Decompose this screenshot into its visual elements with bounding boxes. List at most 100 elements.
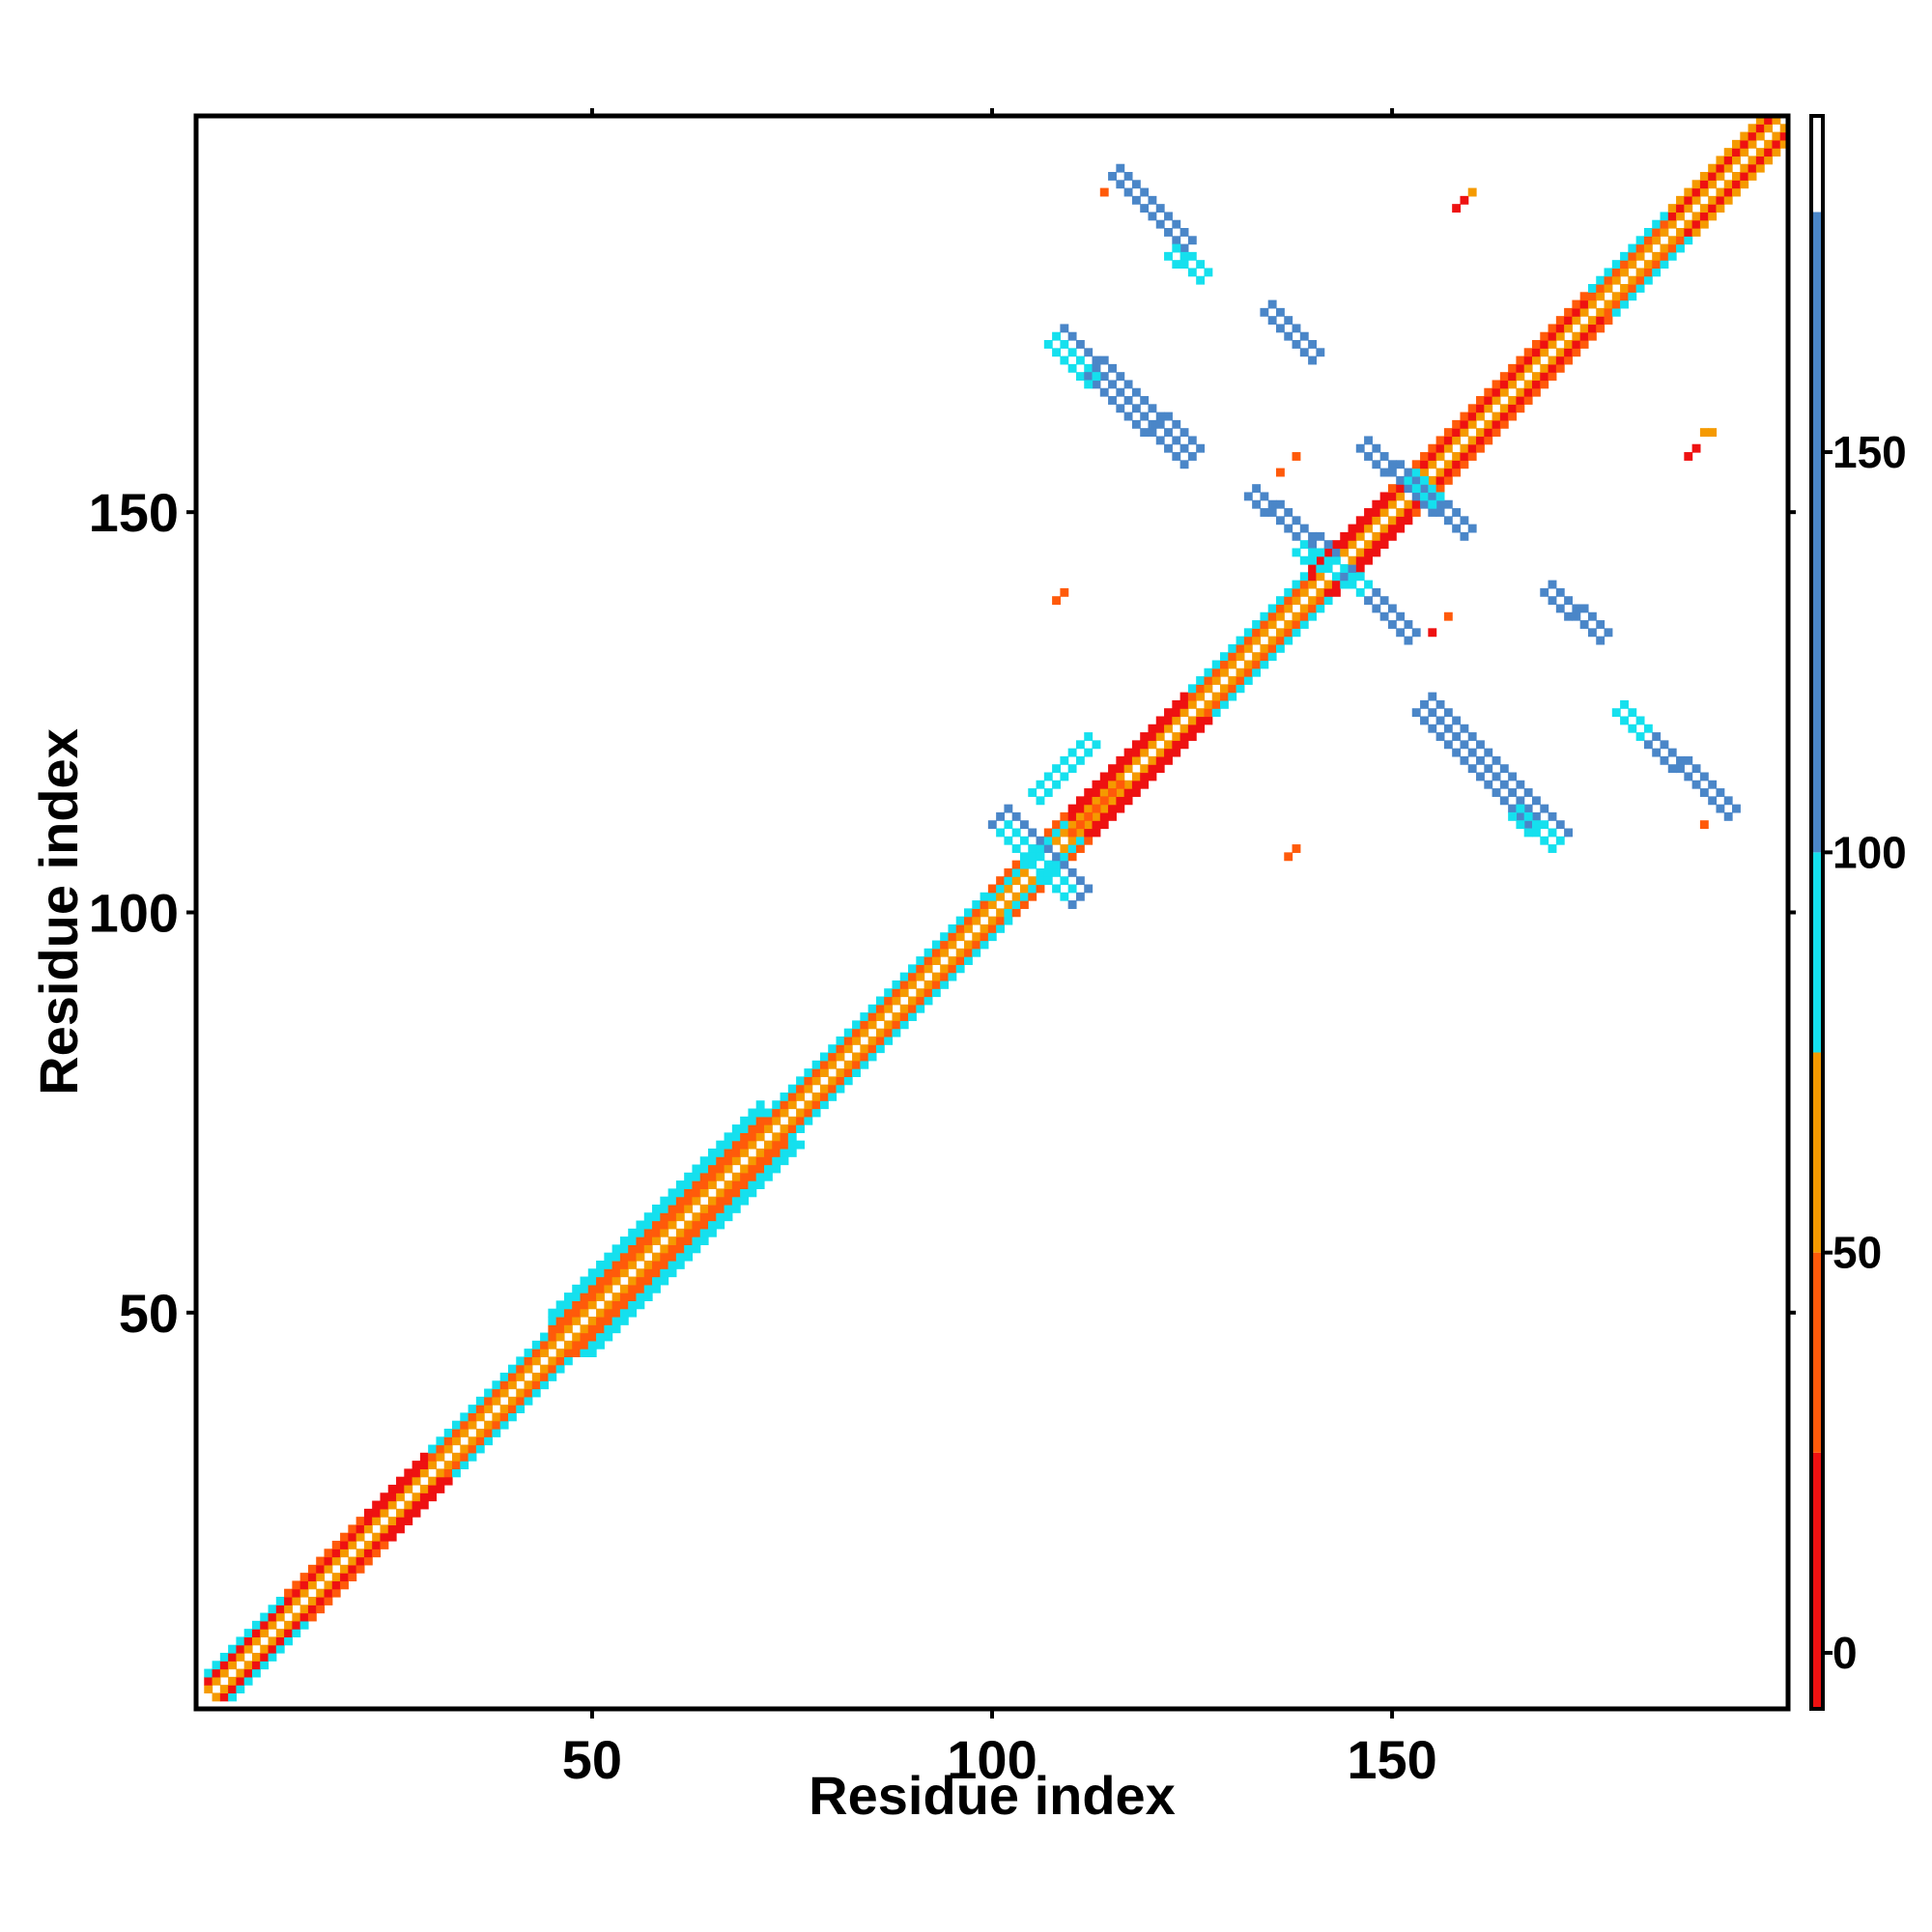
- heatmap-cell: [1099, 772, 1109, 781]
- heatmap-cell: [1604, 284, 1613, 293]
- heatmap-cell: [1676, 212, 1685, 221]
- heatmap-cell: [1267, 620, 1277, 629]
- heatmap-cell: [292, 1588, 301, 1598]
- heatmap-cell: [1428, 692, 1437, 701]
- heatmap-cell: [611, 1316, 621, 1325]
- heatmap-cell: [1004, 876, 1013, 886]
- heatmap-cell: [1747, 163, 1757, 173]
- heatmap-cell: [1684, 187, 1693, 197]
- heatmap-cell: [916, 1004, 925, 1013]
- heatmap-cell: [419, 1452, 429, 1462]
- colorbar: [1811, 116, 1823, 1709]
- heatmap-cell: [692, 1196, 701, 1206]
- heatmap-cell: [1092, 372, 1101, 382]
- heatmap-cell: [716, 1204, 725, 1213]
- heatmap-cell: [1620, 299, 1629, 309]
- heatmap-cell: [1179, 443, 1189, 453]
- heatmap-cell: [619, 1316, 629, 1325]
- heatmap-cell: [1172, 452, 1181, 461]
- heatmap-cell: [1140, 772, 1150, 781]
- heatmap-cell: [363, 1548, 373, 1558]
- heatmap-cell: [699, 1172, 709, 1181]
- heatmap-cell: [836, 1044, 845, 1054]
- heatmap-cell: [1676, 204, 1685, 213]
- heatmap-cell: [1548, 580, 1557, 589]
- heatmap-cell: [1572, 348, 1581, 357]
- heatmap-cell: [1179, 724, 1189, 733]
- heatmap-cell: [1467, 187, 1477, 197]
- heatmap-cell: [1316, 604, 1325, 613]
- heatmap-cell: [531, 1340, 541, 1350]
- heatmap-cell: [436, 1468, 445, 1478]
- heatmap-cell: [819, 1092, 829, 1101]
- heatmap-cell: [219, 1668, 229, 1678]
- heatmap-cell: [540, 1349, 549, 1357]
- heatmap-cell: [1196, 676, 1206, 685]
- heatmap-cell: [1220, 699, 1229, 709]
- heatmap-cell: [731, 1204, 741, 1213]
- heatmap-cell: [987, 932, 997, 942]
- heatmap-cell: [324, 1588, 333, 1598]
- heatmap-cell: [724, 1140, 733, 1150]
- heatmap-cell: [572, 1340, 582, 1350]
- heatmap-cell: [1387, 516, 1397, 526]
- heatmap-cell: [1443, 740, 1453, 750]
- heatmap-cell: [1516, 396, 1525, 405]
- heatmap-cell: [1196, 692, 1206, 701]
- heatmap-cell: [948, 940, 957, 950]
- heatmap-cell: [1755, 124, 1765, 133]
- heatmap-cell: [204, 1668, 213, 1678]
- heatmap-cell: [1492, 788, 1501, 797]
- heatmap-cell: [1308, 580, 1317, 589]
- heatmap-cell: [643, 1268, 653, 1278]
- heatmap-cell: [1236, 684, 1245, 694]
- heatmap-cell: [716, 1212, 725, 1222]
- heatmap-cell: [1628, 243, 1637, 253]
- heatmap-cell: [212, 1676, 221, 1686]
- heatmap-cell: [1228, 660, 1237, 669]
- heatmap-cell: [1052, 596, 1061, 606]
- heatmap-cell: [1187, 716, 1197, 725]
- heatmap-cell: [1187, 699, 1197, 709]
- heatmap-cell: [611, 1260, 621, 1269]
- y-tick-label: 100: [89, 883, 179, 944]
- heatmap-cell: [867, 1020, 877, 1030]
- heatmap-cell: [1323, 540, 1333, 550]
- heatmap-cell: [419, 1492, 429, 1502]
- heatmap-cell: [251, 1652, 261, 1662]
- heatmap-cell: [1755, 131, 1765, 141]
- heatmap-cell: [1764, 124, 1774, 133]
- heatmap-cell: [268, 1644, 277, 1654]
- heatmap-cell: [1316, 555, 1325, 565]
- heatmap-cell: [652, 1204, 661, 1213]
- heatmap-cell: [1308, 340, 1317, 349]
- heatmap-cell: [643, 1293, 653, 1301]
- heatmap-cell: [1011, 867, 1021, 877]
- heatmap-cell: [1555, 604, 1565, 613]
- heatmap-cell: [1348, 564, 1357, 573]
- heatmap-cell: [948, 964, 957, 974]
- heatmap-cell: [923, 996, 933, 1006]
- heatmap-cell: [787, 1124, 797, 1133]
- heatmap-cell: [731, 1148, 741, 1157]
- heatmap-cell: [324, 1548, 333, 1558]
- heatmap-cell: [860, 1052, 869, 1062]
- heatmap-cell: [652, 1228, 661, 1237]
- heatmap-cell: [1699, 788, 1709, 797]
- heatmap-cell: [1435, 436, 1445, 445]
- heatmap-cell: [587, 1284, 597, 1293]
- heatmap-cell: [1284, 636, 1293, 645]
- heatmap-cell: [1123, 755, 1133, 765]
- heatmap-cell: [1084, 811, 1094, 821]
- heatmap-cell: [1108, 363, 1117, 373]
- heatmap-cell: [1611, 307, 1621, 317]
- heatmap-cell: [1243, 628, 1253, 638]
- heatmap-cell: [1292, 580, 1301, 589]
- heatmap-cell: [1484, 419, 1493, 429]
- heatmap-cell: [628, 1308, 638, 1318]
- heatmap-cell: [652, 1276, 661, 1286]
- heatmap-cell: [1179, 428, 1189, 438]
- heatmap-cell: [1531, 340, 1541, 349]
- heatmap-cell: [1476, 443, 1485, 453]
- heatmap-cell: [1716, 163, 1725, 173]
